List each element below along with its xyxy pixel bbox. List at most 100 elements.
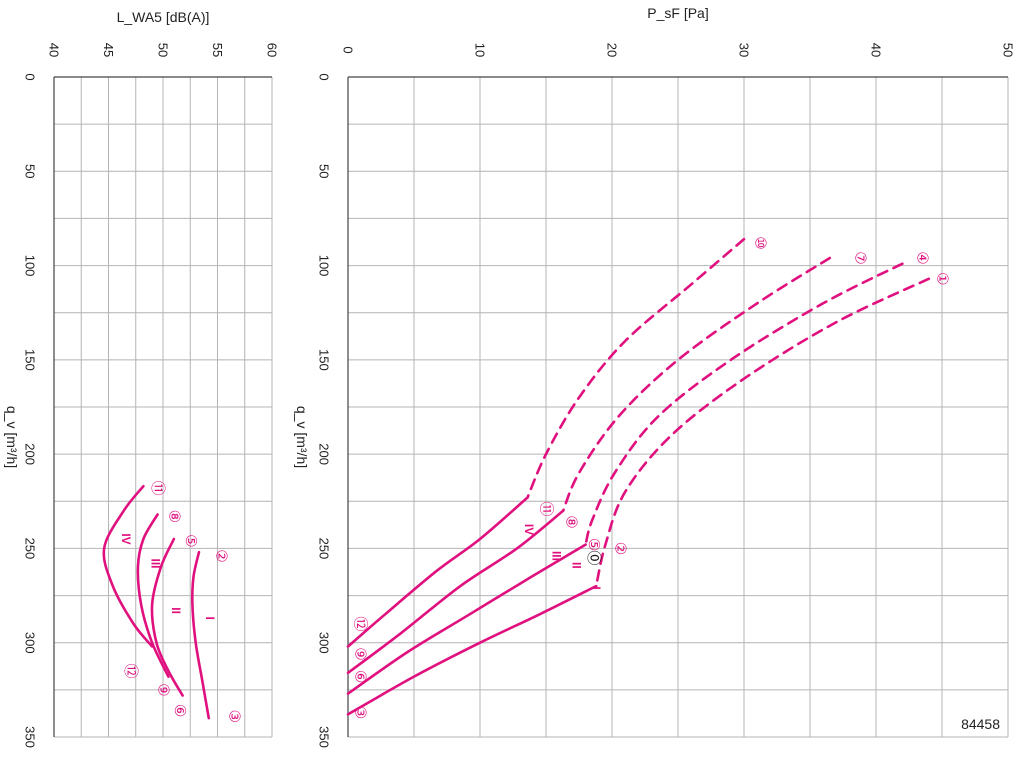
- curve-number-text: ⑪: [538, 501, 555, 516]
- sound-power-grid: [53, 76, 273, 738]
- pressure-axis-label: P_sF [Pa]: [647, 5, 708, 21]
- speed-stage-label: I: [589, 586, 603, 589]
- left-airflow-axis-label: q_v [m³/h]: [4, 406, 20, 468]
- curve-number-text: ⑨: [351, 647, 368, 660]
- airflow-tick-label: 350: [317, 726, 332, 748]
- speed-stage-label: IV: [522, 524, 536, 535]
- speed-stage-label: III: [550, 551, 564, 561]
- curve-ii-solid: [346, 543, 587, 695]
- curve-iii: [136, 513, 170, 678]
- right-airflow-axis-label: q_v [m³/h]: [294, 406, 310, 468]
- curve-i: [190, 550, 211, 720]
- curve-number-text: ②: [212, 549, 229, 562]
- sound-power-axis-label: L_WA5 [dB(A)]: [117, 9, 210, 25]
- curve-number-text: ⑦: [852, 251, 869, 264]
- curve-number-text: ⑫: [351, 616, 368, 631]
- value-tick-label: 20: [605, 43, 620, 57]
- airflow-tick-label: 50: [317, 164, 332, 178]
- curve-number-marker: ⑥: [351, 670, 368, 683]
- sound-power-curves: [102, 484, 211, 720]
- curve-number-marker: ⑦: [852, 251, 869, 264]
- pressure-curves: [346, 237, 931, 716]
- value-tick-label: 60: [265, 43, 280, 57]
- curve-number-marker: ④: [914, 251, 931, 264]
- curve-number-marker: ②: [212, 549, 229, 562]
- curve-iv: [102, 484, 154, 648]
- airflow-tick-label: 200: [23, 443, 38, 465]
- operating-point-text: ⓪: [585, 550, 602, 565]
- curve-iii-dashed: [561, 256, 832, 513]
- value-tick-label: 55: [210, 43, 225, 57]
- curve-number-marker: ⑫: [122, 663, 139, 678]
- curve-i-solid: [346, 584, 598, 716]
- curve-number-marker: ⑪: [538, 501, 555, 516]
- airflow-tick-label: 150: [317, 349, 332, 371]
- curve-number-marker: ⑤: [585, 538, 602, 551]
- pressure-grid: [347, 76, 1009, 738]
- sound-power-panel: L_WA5 [dB(A)] q_v [m³/h] 40 45 50 55 60 0 50 10…: [4, 9, 280, 748]
- curve-iv-solid: [346, 496, 529, 648]
- curve-number-marker: ⑨: [351, 647, 368, 660]
- curve-number-marker: ⑧: [165, 510, 182, 523]
- curve-number-marker: ⑨: [155, 683, 172, 696]
- speed-stage-label: II: [569, 562, 583, 569]
- curve-number-text: ⑤: [182, 534, 199, 547]
- airflow-tick-label: 250: [317, 538, 332, 560]
- speed-stage-label: I: [203, 617, 217, 620]
- curve-number-marker: ⑫: [351, 616, 368, 631]
- curve-number-text: ③: [225, 710, 242, 723]
- curve-iii-solid: [346, 509, 565, 675]
- value-tick-label: 0: [341, 46, 356, 53]
- airflow-tick-label: 300: [317, 632, 332, 654]
- curve-ii-dashed: [584, 262, 904, 546]
- pressure-panel: P_sF [Pa] q_v [m³/h] 0 10 20 30 40 50 0 50 100 15…: [294, 5, 1016, 748]
- curve-number-marker: ⑤: [182, 534, 199, 547]
- curve-ii: [150, 537, 184, 697]
- curve-number-marker: ②: [611, 542, 628, 555]
- speed-stage-label: II: [169, 607, 183, 614]
- curve-number-text: ⑥: [351, 670, 368, 683]
- curve-number-text: ⑥: [171, 704, 188, 717]
- curve-iv-dashed: [526, 237, 746, 499]
- value-tick-label: 10: [473, 43, 488, 57]
- curve-number-marker: ⑪: [149, 481, 166, 496]
- curve-number-marker: ⑩: [751, 236, 768, 249]
- value-tick-label: 30: [737, 43, 752, 57]
- curve-number-text: ④: [914, 251, 931, 264]
- curve-number-marker: ⑥: [171, 704, 188, 717]
- curve-number-text: ⑧: [563, 515, 580, 528]
- value-tick-label: 50: [1001, 43, 1016, 57]
- curve-number-text: ⑫: [122, 663, 139, 678]
- airflow-tick-label: 150: [23, 349, 38, 371]
- curve-i-dashed: [594, 277, 931, 588]
- value-tick-label: 50: [156, 43, 171, 57]
- speed-stage-label: IV: [119, 533, 133, 544]
- airflow-tick-label: 200: [317, 443, 332, 465]
- curve-number-text: ③: [351, 706, 368, 719]
- pressure-ticks: 0 10 20 30 40 50 0 50 100 150 200 250 300 350: [317, 43, 1016, 748]
- airflow-tick-label: 50: [23, 164, 38, 178]
- curve-number-text: ⑪: [149, 481, 166, 496]
- curve-number-text: ⑧: [165, 510, 182, 523]
- operating-point-marker: ⓪: [585, 550, 602, 565]
- curve-number-text: ①: [934, 272, 951, 285]
- curve-number-text: ⑨: [155, 683, 172, 696]
- airflow-tick-label: 0: [23, 73, 38, 80]
- value-tick-label: 45: [101, 43, 116, 57]
- curve-number-marker: ①: [934, 272, 951, 285]
- speed-stage-label: III: [148, 559, 162, 569]
- sound-power-ticks: 40 45 50 55 60 0 50 100 150 200 250 300 350: [23, 43, 280, 748]
- airflow-tick-label: 0: [317, 73, 332, 80]
- curve-number-text: ⑤: [585, 538, 602, 551]
- chart-identifier: 84458: [961, 716, 1000, 732]
- curve-number-text: ⑩: [751, 236, 768, 249]
- curve-number-marker: ⑧: [563, 515, 580, 528]
- airflow-tick-label: 100: [23, 255, 38, 277]
- curve-number-marker: ③: [225, 710, 242, 723]
- airflow-tick-label: 300: [23, 632, 38, 654]
- airflow-tick-label: 250: [23, 538, 38, 560]
- airflow-tick-label: 350: [23, 726, 38, 748]
- curve-number-marker: ③: [351, 706, 368, 719]
